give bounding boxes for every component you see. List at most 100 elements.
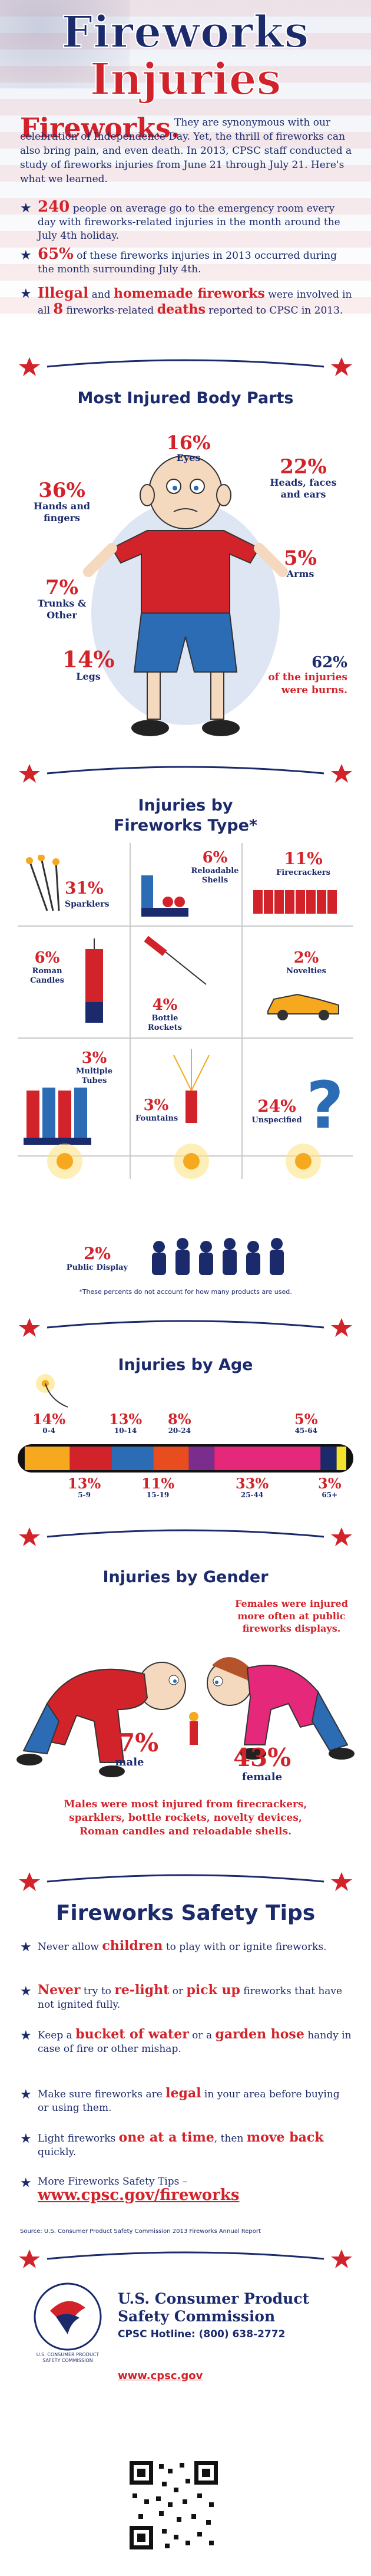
cpsc-logo [34, 2282, 102, 2351]
hands-pct: 36% [38, 479, 85, 502]
age-range: 10-14 [114, 1427, 137, 1435]
age-pct: 8% [168, 1411, 191, 1428]
head-label: Heads, faces and ears [270, 477, 337, 500]
female-pct: 43% [233, 1743, 292, 1772]
fountains-stat: 3% Fountains [135, 1096, 178, 1123]
age-range: 5-9 [78, 1491, 91, 1499]
fireworks-safety-link[interactable]: www.cpsc.gov/fireworks [38, 2186, 240, 2204]
fuse-spark-icon [36, 1374, 68, 1408]
bottle-rockets-icon [144, 935, 207, 985]
tip-water: ★ Keep a bucket of water or a garden hos… [20, 2028, 353, 2056]
safety-tips-title: Fireworks Safety Tips [55, 1901, 316, 1925]
stat-number: 65% [38, 245, 74, 263]
age-segment-1 [69, 1447, 112, 1470]
trunk-label: Trunks & Other [37, 598, 87, 621]
age-bottom-3: 3% 65+ [318, 1477, 342, 1500]
types-title-line-1: Injuries by [138, 796, 233, 815]
org-name-line-1: U.S. Consumer Product [118, 2290, 310, 2307]
male-pct: 57% [100, 1728, 159, 1757]
sparklers-stat: 31% Sparklers [65, 878, 124, 909]
illegal-word: Illegal [38, 284, 89, 301]
age-range: 25-44 [240, 1491, 264, 1499]
star-divider [19, 2249, 352, 2268]
deaths-count: 8 [53, 300, 64, 317]
gender-title: Injuries by Gender [102, 1568, 269, 1586]
age-top-3: 5% 45-64 [294, 1412, 318, 1435]
boy-and-girl-illustration [16, 1657, 355, 1777]
stat-number: 240 [38, 198, 70, 216]
burst-icon [47, 1144, 82, 1179]
tip-text: to play with or ignite fireworks. [163, 1941, 327, 1953]
website-link[interactable]: www.cpsc.gov [118, 2370, 203, 2382]
head-stat: 22% Heads, faces and ears [259, 457, 347, 500]
novelties-stat: 2% Novelties [277, 949, 336, 976]
tip-children: ★ Never allow children to play with or i… [20, 1938, 353, 1955]
age-pct: 13% [68, 1475, 101, 1492]
tip-emphasis: children [102, 1938, 163, 1954]
star-bullet-icon: ★ [20, 2028, 32, 2043]
reloadable-shells-stat: 6% Reloadable Shells [188, 849, 241, 885]
flag-background [0, 0, 371, 330]
tip-emphasis: move back [246, 2130, 324, 2145]
stat-emergency-room: ★ 240 people on average go to the emerge… [20, 198, 353, 243]
firecrackers-pct: 11% [284, 849, 323, 868]
fountains-pct: 3% [143, 1096, 169, 1114]
firecrackers-label: Firecrackers [276, 868, 330, 877]
fountains-label: Fountains [135, 1114, 178, 1123]
deaths-word: deaths [157, 302, 206, 317]
reloadable-shells-icon [141, 875, 188, 917]
eyes-pct: 16% [166, 431, 211, 454]
star-divider [19, 1318, 352, 1337]
title-line-1: Fireworks [61, 6, 310, 58]
novelties-pct: 2% [293, 949, 319, 967]
bottle-rockets-stat: 4% Bottle Rockets [141, 996, 188, 1033]
tip-text: try to [80, 1985, 115, 1997]
multiple-tubes-stat: 3% Multiple Tubes [65, 1049, 124, 1086]
qr-code[interactable] [127, 2458, 221, 2552]
legs-stat: 14% Legs [56, 648, 121, 683]
unspecified-pct: 24% [257, 1096, 296, 1116]
tip-emphasis: Never [38, 1982, 81, 1998]
novelties-label: Novelties [286, 967, 326, 976]
stat-text: were involved in all [38, 289, 352, 317]
star-bullet-icon: ★ [20, 2176, 32, 2190]
age-segment-5 [214, 1447, 321, 1470]
tip-text: in your area before buying or using them… [38, 2089, 340, 2114]
age-bottom-0: 13% 5-9 [68, 1475, 101, 1500]
unspecified-stat: 24% Unspecified [247, 1096, 306, 1125]
public-display-stat: 2% Public Display [59, 1244, 135, 1272]
flag-stars-decoration [0, 0, 130, 88]
sparklers-pct: 31% [65, 878, 104, 898]
age-bar-chart [18, 1444, 353, 1473]
age-range: 45-64 [294, 1427, 317, 1435]
stat-text: of these fireworks injuries in 2013 occu… [38, 250, 337, 275]
tip-text: More Fireworks Safety Tips – [38, 2176, 188, 2188]
tip-text: or [169, 1985, 187, 1997]
roman-candles-pct: 6% [34, 949, 60, 967]
hands-stat: 36% Hands and fingers [24, 480, 100, 524]
age-segment-3 [153, 1447, 189, 1470]
star-bullet-icon: ★ [20, 2087, 32, 2102]
age-bottom-1: 11% 15-19 [141, 1477, 174, 1500]
age-range: 0-4 [42, 1427, 55, 1435]
star-bullet-icon: ★ [20, 1984, 32, 1999]
age-range: 15-19 [146, 1491, 170, 1499]
reloadable-shells-label: Reloadable Shells [191, 867, 239, 885]
homemade-fireworks-word: homemade fireworks [113, 286, 265, 301]
tip-text: , then [214, 2133, 247, 2145]
eyes-stat: 16% Eyes [156, 433, 221, 463]
burns-pct: 62% [312, 654, 347, 671]
male-stat: 57% male [94, 1728, 165, 1769]
tip-text: Make sure fireworks are [38, 2089, 166, 2100]
public-display-pct: 2% [83, 1244, 111, 1263]
gender-note: Females were injured more often at publi… [235, 1598, 348, 1634]
star-bullet-icon: ★ [20, 1940, 32, 1955]
hands-label: Hands and fingers [33, 500, 91, 523]
org-name: U.S. Consumer Product Safety Commission [118, 2290, 353, 2325]
stat-july-percent: ★ 65% of these fireworks injuries in 201… [20, 245, 353, 276]
head-pct: 22% [280, 455, 327, 479]
stat-deaths: ★ Illegal and homemade fireworks were in… [20, 286, 353, 318]
tip-text: fireworks that have not ignited fully. [38, 1985, 343, 2011]
tip-legal: ★ Make sure fireworks are legal in your … [20, 2087, 353, 2115]
star-bullet-icon: ★ [20, 286, 32, 301]
